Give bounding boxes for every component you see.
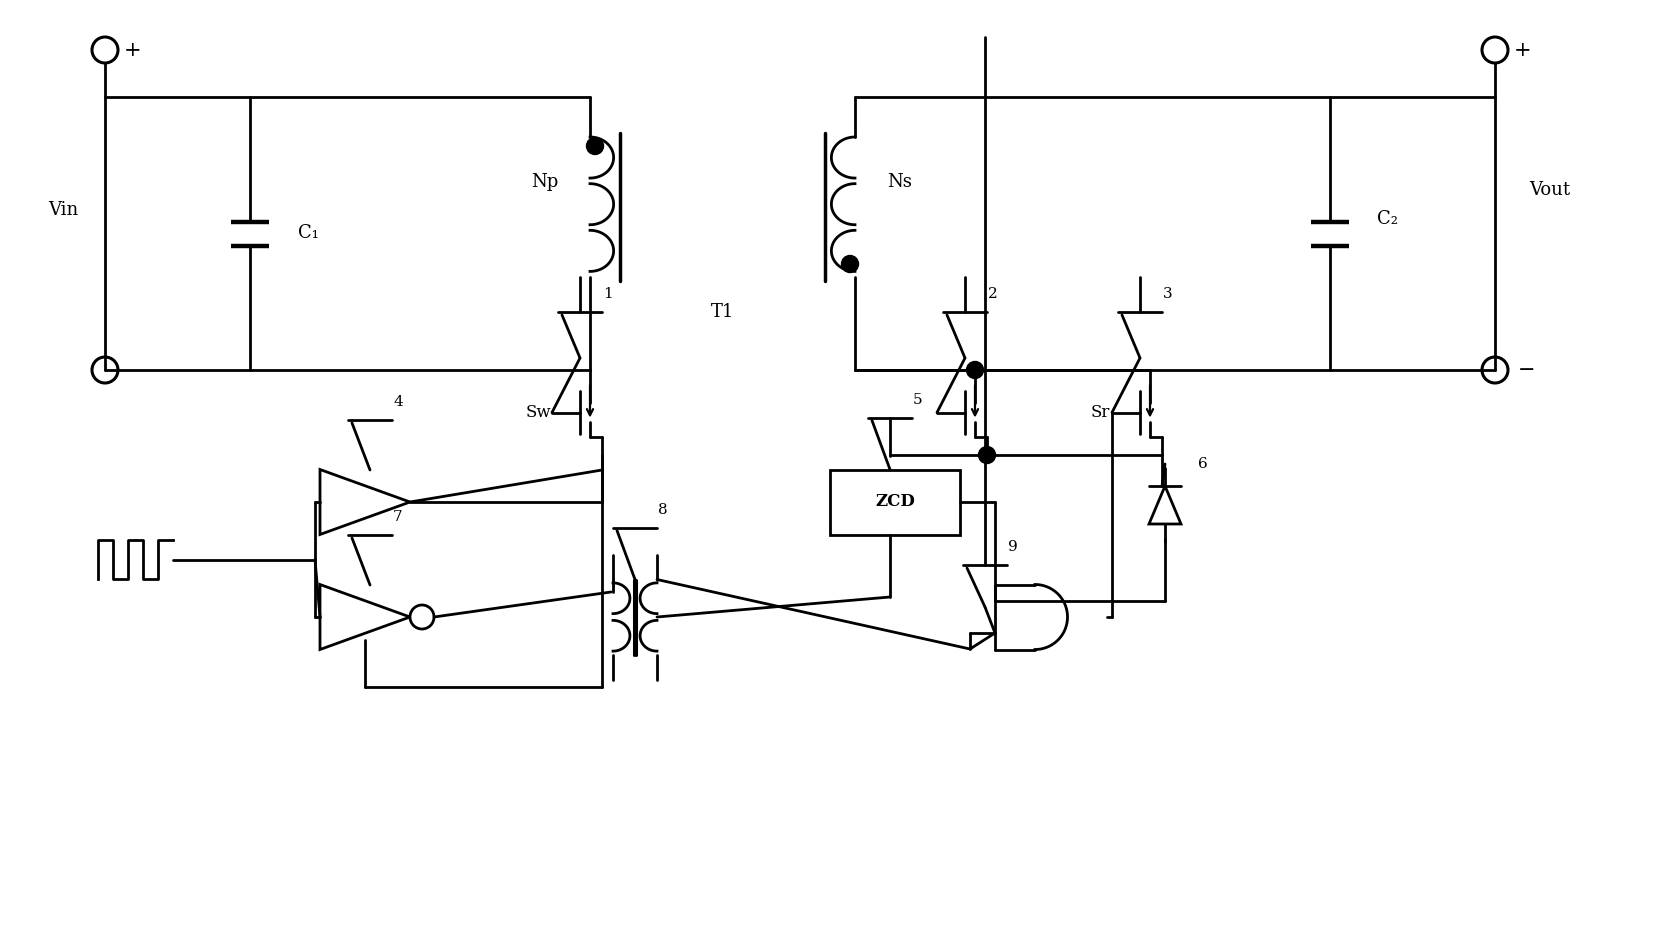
Text: 4: 4 xyxy=(392,395,402,409)
Text: 8: 8 xyxy=(659,502,669,516)
Text: C₂: C₂ xyxy=(1377,210,1399,227)
Text: T1: T1 xyxy=(710,303,733,321)
Text: +: + xyxy=(1515,40,1532,60)
Text: ZCD: ZCD xyxy=(875,494,915,511)
Text: 9: 9 xyxy=(1008,540,1018,554)
Text: +: + xyxy=(125,40,141,60)
Text: −: − xyxy=(1518,361,1535,379)
Text: 5: 5 xyxy=(913,392,923,406)
Text: C₁: C₁ xyxy=(298,225,318,242)
Bar xyxy=(830,470,960,534)
Text: Np: Np xyxy=(532,173,559,191)
Text: 6: 6 xyxy=(1197,457,1207,471)
Text: Ns: Ns xyxy=(888,173,913,191)
Text: 1: 1 xyxy=(604,287,614,301)
Circle shape xyxy=(587,138,604,155)
Circle shape xyxy=(841,255,858,272)
Text: 3: 3 xyxy=(1162,287,1172,301)
Text: Sr: Sr xyxy=(1091,404,1109,421)
Text: 2: 2 xyxy=(988,287,998,301)
Circle shape xyxy=(966,362,983,378)
Circle shape xyxy=(978,446,996,463)
Text: Sw: Sw xyxy=(526,404,550,421)
Text: 7: 7 xyxy=(392,510,402,524)
Text: Vin: Vin xyxy=(48,201,78,219)
Text: Vout: Vout xyxy=(1530,181,1570,199)
